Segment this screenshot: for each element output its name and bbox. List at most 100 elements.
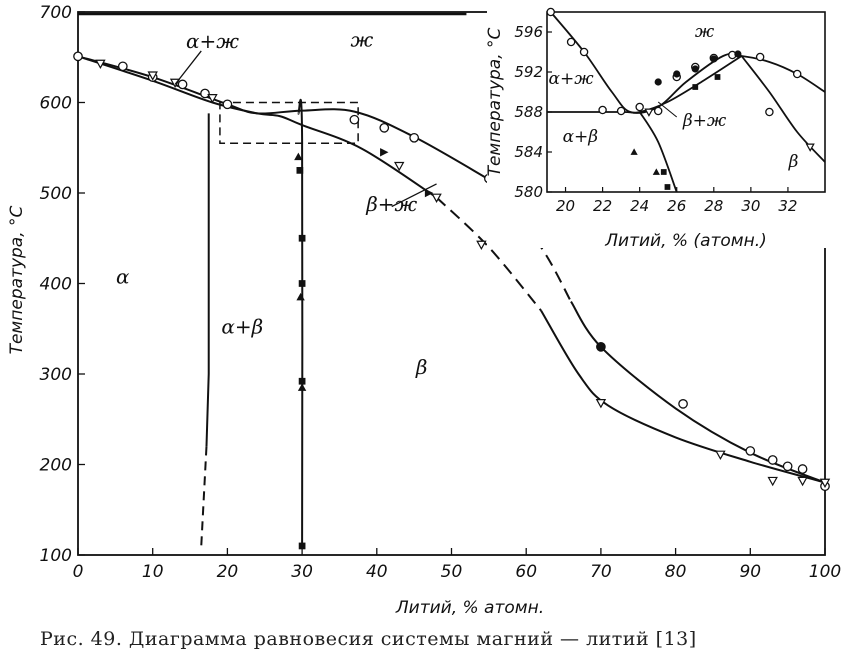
alpha-liquid-leader: [174, 50, 202, 85]
inset-region-label: α+β: [563, 127, 599, 147]
inset-data-point-circles: [566, 37, 576, 47]
inset-x-tick-label: 20: [556, 197, 575, 215]
inset-data-point-triangles-down: [644, 108, 654, 117]
inset-data-point-circles: [579, 47, 589, 57]
inset-data-point-triangles-up: [652, 168, 660, 175]
beta-liquid-leader: [391, 183, 437, 208]
main-data-point-circles: [379, 122, 390, 133]
main-y-tick-label: 100: [40, 546, 72, 566]
inset-data-point-filled-circles: [673, 70, 681, 78]
main-data-point-squares: [298, 280, 306, 287]
main-y-tick-label: 700: [40, 3, 72, 23]
main-data-point-filled-circles: [596, 342, 606, 352]
main-data-point-triangles-down: [595, 399, 607, 409]
main-x-tick-label: 0: [73, 562, 84, 582]
inset-y-tick-label: 588: [514, 103, 543, 121]
inset-data-point-filled-circles: [654, 78, 662, 86]
inset-region-label: ж: [695, 22, 715, 42]
inset-data-point-circles: [792, 69, 802, 79]
main-data-point-circles: [782, 461, 793, 472]
main-data-point-triangles-down: [147, 71, 158, 81]
main-y-tick-label: 600: [40, 94, 72, 114]
inset-region-label: α+ж: [549, 69, 595, 89]
zoom-region-box: [219, 101, 359, 144]
main-x-tick-label: 10: [142, 562, 164, 582]
main-region-label: α: [116, 265, 130, 289]
main-data-point-triangles-down: [797, 476, 808, 487]
inset-data-point-circles: [765, 107, 774, 117]
inset-region-label: β: [788, 152, 799, 172]
inset-data-point-circles: [755, 52, 765, 62]
inset-beta-liquid-leader: [657, 101, 678, 118]
main-region-label: β: [415, 355, 428, 379]
main-x-tick-label: 70: [590, 562, 612, 582]
main-region-label: β+ж: [365, 192, 417, 216]
main-data-point-squares: [298, 377, 306, 385]
main-region-label: ж: [350, 27, 373, 51]
solidus-line-continued: [540, 310, 826, 484]
main-y-axis-label: Температура, °С: [7, 205, 27, 354]
phase-diagram-chart: 0 10 20 30 40 50 60 70 80 90 100 100 200 300 400 500 600…: [7, 3, 841, 618]
main-x-tick-label: 50: [441, 562, 463, 582]
main-data-point-triangles-down: [431, 193, 442, 203]
beta-solvus-line: [297, 98, 304, 547]
main-data-point-triangles-up: [294, 152, 303, 161]
alpha-solvus-dashed: [200, 446, 208, 547]
main-data-point-triangles-up: [296, 292, 305, 301]
main-data-point-triangles-down: [715, 450, 726, 460]
main-data-point-triangles-down: [819, 478, 831, 489]
main-x-tick-label: 30: [291, 562, 313, 582]
inset-data-point-circles: [598, 105, 607, 115]
inset-data-point-circles: [635, 102, 644, 112]
main-data-point-triangles-down: [393, 161, 405, 172]
alpha-solvus-line: [205, 113, 210, 447]
inset-phase-line: [638, 111, 678, 193]
main-x-tick-label: 40: [366, 562, 388, 582]
inset-y-tick-label: 580: [514, 183, 543, 201]
main-region-label: α+ж: [186, 29, 239, 53]
figure-caption: Рис. 49. Диаграмма равновесия системы ма…: [40, 628, 697, 650]
main-data-point-circles: [117, 61, 128, 72]
main-x-tick-label: 80: [665, 562, 687, 582]
main-data-point-circles: [222, 99, 233, 110]
inset-data-point-triangles-down: [805, 143, 815, 152]
inset-x-tick-label: 32: [778, 197, 797, 215]
main-data-point-circles: [678, 399, 688, 409]
inset-phase-line: [550, 11, 826, 114]
inset-x-tick-label: 28: [704, 197, 723, 215]
inset-x-tick-label: 26: [667, 197, 686, 215]
inset-x-axis-label: Литий, % (атомн.): [604, 231, 767, 251]
inset-plot-frame: [546, 11, 826, 193]
inset-data-point-squares: [660, 169, 667, 175]
solidus-line-dashed: [435, 196, 542, 312]
inset-y-tick-label: 596: [514, 23, 543, 41]
main-data-point-squares: [298, 542, 306, 550]
inset-data-point-triangles-up: [630, 148, 638, 155]
main-x-tick-label: 60: [515, 562, 537, 582]
main-x-tick-label: 90: [739, 562, 761, 582]
inset-x-tick-label: 30: [741, 197, 760, 215]
main-y-tick-label: 200: [40, 456, 72, 476]
inset-x-tick-label: 22: [593, 197, 612, 215]
main-data-point-triangles-down: [476, 240, 487, 251]
main-y-tick-label: 300: [40, 365, 72, 385]
main-data-point-circles: [745, 446, 756, 456]
inset-data-point-circles: [653, 106, 663, 116]
inset-data-point-filled-circles: [710, 55, 718, 63]
main-data-point-squares: [298, 234, 306, 242]
main-data-point-circles: [73, 51, 83, 62]
liquidus-line-continued: [570, 301, 826, 484]
inset-phase-line: [740, 55, 826, 163]
inset-data-point-filled-circles: [734, 50, 742, 58]
main-data-point-circles: [200, 88, 210, 99]
main-data-point-circles: [797, 464, 808, 474]
main-region-label: α+β: [221, 314, 263, 338]
inset-y-axis-label: Температура, °С: [485, 27, 505, 176]
main-data-point-squares: [296, 167, 304, 174]
main-y-tick-label: 400: [40, 275, 72, 295]
main-data-point-circles: [767, 455, 778, 465]
solidus-line: [77, 55, 438, 199]
main-data-point-circles: [409, 132, 419, 143]
main-data-point-triangles-up: [297, 383, 307, 391]
inset-data-point-squares: [664, 184, 671, 190]
